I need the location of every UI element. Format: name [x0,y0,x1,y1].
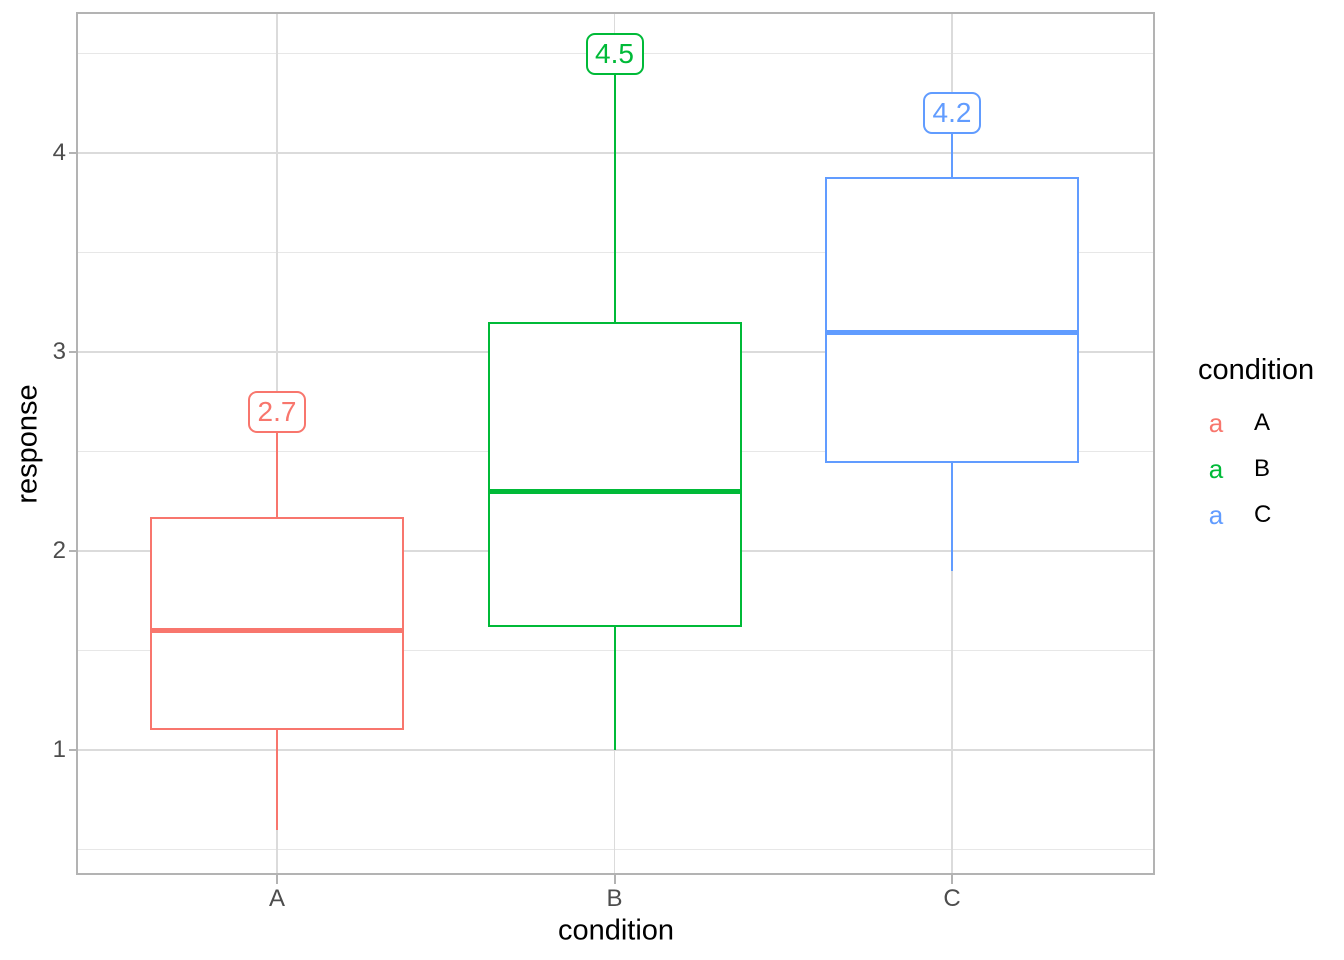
boxplot-b-max-label: 4.5 [585,32,644,75]
legend-item-label: A [1254,409,1271,436]
x-tick-label: C [943,885,961,912]
legend-key-glyph-a: a [1208,500,1224,530]
y-gridline-major [78,152,1153,154]
boxplot-b-median [487,488,742,494]
x-tick-mark [951,875,953,884]
y-gridline-minor [78,849,1153,850]
legend-title: condition [1198,354,1315,386]
y-tick-label: 4 [52,139,66,166]
y-tick-mark [69,749,78,751]
boxplot-a-median [150,628,404,634]
legend-item-C: a C [1198,492,1314,538]
boxplot-c-upper-whisker [951,113,953,177]
boxplot-b-upper-whisker [613,53,616,323]
legend-item-A: a A [1198,400,1314,446]
legend-item-B: a B [1198,446,1314,492]
y-gridline-minor [78,252,1153,253]
y-tick-label: 3 [52,338,66,365]
x-tick-mark [613,875,616,884]
boxplot-c-lower-whisker [951,463,953,571]
boxplot-a-max-label: 2.7 [248,390,306,433]
legend-item-label: C [1254,501,1272,528]
boxplot-c-max-label: 4.2 [923,92,981,135]
x-axis-title: condition [557,914,675,947]
y-tick-mark [69,550,78,552]
y-tick-label: 1 [52,736,66,763]
legend-key-glyph-a: a [1208,408,1224,438]
legend-key-glyph-a: a [1208,454,1224,484]
x-tick-label: A [268,885,285,912]
boxplot-c-box [825,176,1079,464]
y-tick-label: 2 [52,537,66,564]
y-tick-mark [69,351,78,353]
boxplot-b-lower-whisker [613,626,616,750]
y-axis-title: response [11,384,44,504]
y-tick-mark [69,152,78,154]
boxplot-b-box [487,322,742,627]
y-gridline-major [78,749,1153,751]
boxplot-a-box [150,517,404,731]
boxplot-a-lower-whisker [276,730,278,830]
legend: condition a A a B a C [1198,352,1314,538]
x-tick-mark [276,875,278,884]
legend-item-label: B [1254,455,1271,482]
y-gridline-minor [78,650,1153,651]
boxplot-c-median [825,329,1079,335]
x-tick-label: B [606,885,623,912]
boxplot-a-upper-whisker [276,411,278,518]
